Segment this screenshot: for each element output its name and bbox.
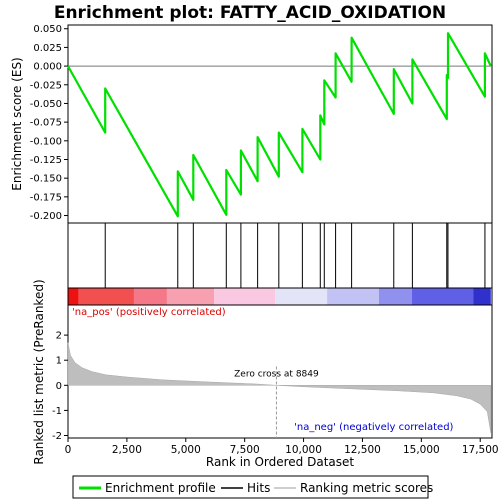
x-axis-label: Rank in Ordered Dataset xyxy=(206,455,354,469)
rank-plot-area xyxy=(67,304,493,439)
hit-lines xyxy=(104,223,486,288)
ranking-color-bar xyxy=(68,288,491,305)
ranking-metric-fill xyxy=(67,342,492,434)
es-y-axis: 0.050 0.025 0.000 -0.025 -0.050 -0.075 -0.100 -… xyxy=(30,24,68,222)
es-y-tick-label: -0.150 xyxy=(30,174,62,185)
enrichment-profile xyxy=(67,32,492,218)
color-bar-segment xyxy=(473,288,491,305)
enrichment-score-panel: 0.050 0.025 0.000 -0.025 -0.050 -0.075 -0.100 -… xyxy=(10,24,493,224)
color-bar-segment xyxy=(378,288,412,305)
x-tick-label: 10,000 xyxy=(285,444,322,456)
es-y-tick-label: 0.050 xyxy=(33,24,62,35)
hits-plot-area xyxy=(67,222,493,289)
legend-box xyxy=(72,475,429,499)
es-y-tick-label: -0.025 xyxy=(30,80,62,91)
hits-panel xyxy=(67,222,493,289)
rank-y-tick-label: 2 xyxy=(56,331,62,342)
negative-correlation-label: 'na_neg' (negatively correlated) xyxy=(294,422,453,433)
rank-y-tick-label: 1 xyxy=(56,356,62,367)
color-bar-segment xyxy=(275,288,328,305)
es-y-tick-label: -0.125 xyxy=(30,155,62,166)
legend-ranking-metric-label: Ranking metric scores xyxy=(300,481,433,495)
color-bar-segment xyxy=(68,288,79,305)
x-tick-label: 0 xyxy=(65,444,72,456)
x-axis: 0 2,500 5,000 7,500 10,000 12,500 15,000 17,500 xyxy=(65,438,499,456)
zero-cross-label: Zero cross at 8849 xyxy=(234,370,319,380)
x-tick-label: 12,500 xyxy=(344,444,381,456)
x-tick-label: 17,500 xyxy=(462,444,499,456)
color-bar-segment xyxy=(78,288,134,305)
es-y-tick-label: -0.200 xyxy=(30,211,62,222)
color-bar-segment xyxy=(133,288,167,305)
ranked-list-panel: 2 1 0 -1 -2 Zero cross at 8849 'na_pos' (pos… xyxy=(32,279,493,465)
x-tick-label: 15,000 xyxy=(403,444,440,456)
color-bar-segment xyxy=(411,288,474,305)
rank-y-axis: 2 1 0 -1 -2 xyxy=(52,331,68,442)
es-y-tick-label: -0.100 xyxy=(30,136,62,147)
x-tick-label: 7,500 xyxy=(230,444,260,456)
legend-hits-label: Hits xyxy=(247,481,270,495)
x-tick-label: 5,000 xyxy=(171,444,201,456)
ranking-metric-area xyxy=(67,342,492,434)
es-y-tick-label: -0.175 xyxy=(30,192,62,203)
es-y-tick-label: -0.050 xyxy=(30,99,62,110)
es-axis-label: Enrichment score (ES) xyxy=(10,57,24,190)
color-bar-segment xyxy=(166,288,215,305)
rank-axis-label: Ranked list metric (PreRanked) xyxy=(32,279,46,464)
rank-y-tick-label: -1 xyxy=(52,406,62,417)
rank-y-tick-label: 0 xyxy=(56,381,62,392)
es-plot-area xyxy=(67,24,493,224)
color-bar-segment xyxy=(214,288,276,305)
es-y-tick-label: -0.075 xyxy=(30,118,62,129)
legend: Enrichment profile Hits Ranking metric s… xyxy=(72,475,433,499)
legend-enrichment-profile-label: Enrichment profile xyxy=(105,481,216,495)
chart-title: Enrichment plot: FATTY_ACID_OXIDATION xyxy=(54,3,446,23)
x-tick-label: 2,500 xyxy=(112,444,142,456)
enrichment-profile-line xyxy=(67,32,492,218)
es-y-tick-label: 0.000 xyxy=(33,62,62,73)
es-y-tick-label: 0.025 xyxy=(33,43,62,54)
rank-y-tick-label: -2 xyxy=(52,431,62,442)
positive-correlation-label: 'na_pos' (positively correlated) xyxy=(72,307,226,318)
color-bar-segment xyxy=(327,288,379,305)
